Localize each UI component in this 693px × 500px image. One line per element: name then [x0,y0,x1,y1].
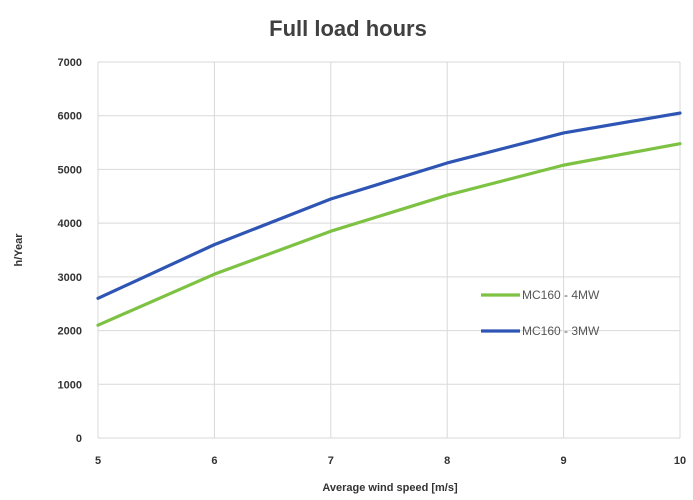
x-tick-label: 10 [674,455,686,467]
y-tick-label: 6000 [58,111,82,123]
chart-title: Full load hours [269,16,427,41]
series-line-0 [96,142,682,327]
x-tick-label: 7 [328,455,334,467]
legend: MC160 - 4MW MC160 - 3MW [481,288,600,338]
y-tick-label: 0 [76,433,82,445]
y-axis-ticks: 0 1000 2000 3000 4000 5000 6000 7000 [58,57,82,445]
y-tick-label: 5000 [58,164,82,176]
x-tick-label: 9 [561,455,567,467]
series-line-1 [96,111,682,300]
x-tick-label: 6 [211,455,217,467]
legend-label-0: MC160 - 4MW [522,288,600,302]
grid [97,61,681,439]
y-tick-label: 2000 [58,326,82,338]
series [96,111,682,327]
x-tick-label: 8 [444,455,450,467]
x-axis-ticks: 5 6 7 8 9 10 [95,455,686,467]
y-tick-label: 3000 [58,272,82,284]
x-axis-label: Average wind speed [m/s] [322,482,458,494]
x-tick-label: 5 [95,455,101,467]
y-axis-label: h/Year [13,233,25,267]
y-tick-label: 7000 [58,57,82,69]
y-tick-label: 1000 [58,379,82,391]
legend-label-1: MC160 - 3MW [522,324,600,338]
y-tick-label: 4000 [58,218,82,230]
